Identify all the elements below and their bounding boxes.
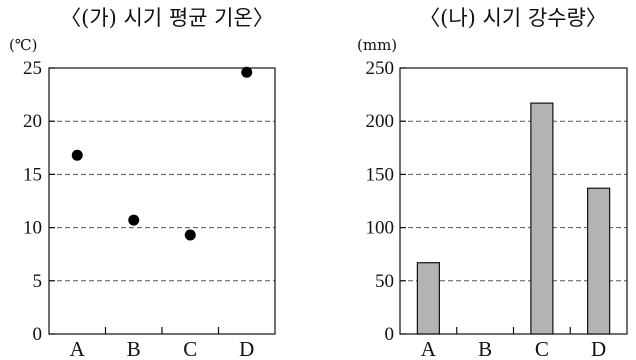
precipitation-unit-label: (mm) (357, 36, 397, 54)
category-label: A (70, 337, 86, 360)
y-tick-label: 20 (23, 111, 42, 132)
precipitation-x-ticks (456, 327, 571, 334)
y-tick-label: 100 (366, 218, 395, 239)
precipitation-bars (416, 102, 611, 335)
temperature-grid (49, 120, 275, 282)
category-label: C (183, 337, 197, 360)
data-point (128, 214, 140, 226)
data-point (241, 66, 253, 78)
category-label: D (591, 337, 606, 360)
precipitation-y-ticks: 0 50 100 150 200 250 (366, 58, 406, 345)
category-label: B (478, 337, 492, 360)
category-label: C (535, 337, 549, 360)
y-tick-label: 15 (23, 164, 42, 185)
precipitation-categories: A B C D (421, 337, 606, 360)
y-tick-label: 250 (366, 58, 395, 79)
temperature-chart-title: 〈(가) 시기 평균 기온〉 (60, 6, 274, 30)
temperature-points (71, 66, 253, 241)
bar (587, 187, 611, 335)
y-tick-label: 25 (23, 58, 42, 79)
temperature-x-ticks (104, 327, 220, 334)
y-tick-label: 0 (385, 324, 395, 345)
temperature-chart: 〈(가) 시기 평균 기온〉 (℃) 0 5 10 15 20 25 A B C D (9, 6, 276, 360)
bar (530, 102, 554, 335)
precipitation-chart-title: 〈(나) 시기 강수량〉 (419, 6, 607, 30)
temperature-categories: A B C D (70, 337, 255, 360)
category-label: A (421, 337, 437, 360)
y-tick-label: 50 (375, 271, 394, 292)
category-label: B (127, 337, 141, 360)
y-tick-label: 0 (33, 324, 43, 345)
bar (416, 262, 440, 335)
y-tick-label: 5 (33, 271, 43, 292)
data-point (71, 149, 83, 161)
data-point (184, 229, 196, 241)
y-tick-label: 10 (23, 218, 42, 239)
y-tick-label: 150 (366, 164, 395, 185)
temperature-plot-frame (48, 67, 276, 335)
temperature-y-ticks: 0 5 10 15 20 25 (23, 58, 55, 345)
precipitation-grid (400, 120, 627, 282)
temperature-unit-label: (℃) (9, 36, 37, 54)
y-tick-label: 200 (366, 111, 395, 132)
precipitation-chart: 〈(나) 시기 강수량〉 (mm) 0 50 100 150 200 250 A B C D (357, 6, 628, 360)
category-label: D (239, 337, 254, 360)
